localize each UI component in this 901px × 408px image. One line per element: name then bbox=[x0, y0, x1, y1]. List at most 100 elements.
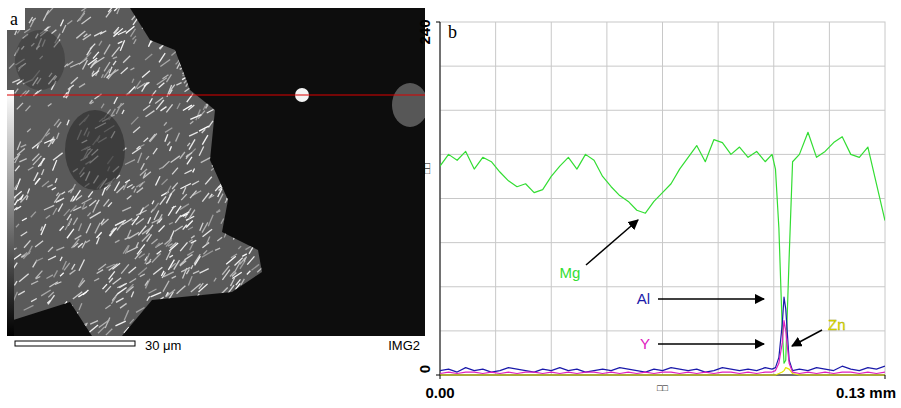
texture-streak bbox=[132, 332, 135, 336]
texture-streak bbox=[259, 111, 264, 117]
texture-streak bbox=[229, 182, 231, 185]
texture-streak bbox=[99, 320, 109, 327]
texture-streak bbox=[12, 79, 19, 82]
texture-streak bbox=[169, 222, 173, 224]
texture-streak bbox=[258, 279, 263, 282]
texture-streak bbox=[125, 160, 135, 165]
texture-streak bbox=[191, 265, 193, 269]
texture-streak bbox=[126, 284, 133, 291]
texture-streak bbox=[56, 193, 58, 196]
texture-streak bbox=[228, 194, 234, 206]
texture-streak bbox=[220, 306, 224, 308]
texture-streak bbox=[246, 226, 255, 231]
texture-streak bbox=[170, 242, 177, 248]
texture-streak bbox=[230, 143, 232, 147]
texture-streak bbox=[79, 327, 82, 330]
texture-streak bbox=[225, 32, 230, 36]
texture-streak bbox=[153, 203, 159, 211]
texture-streak bbox=[180, 63, 191, 69]
texture-streak bbox=[186, 220, 193, 227]
texture-streak bbox=[259, 155, 270, 162]
texture-streak bbox=[253, 320, 262, 324]
texture-streak bbox=[162, 272, 165, 278]
texture-streak bbox=[92, 71, 99, 77]
texture-streak bbox=[189, 321, 195, 331]
bright-region bbox=[7, 8, 262, 336]
texture-streak bbox=[15, 30, 17, 35]
texture-streak bbox=[166, 186, 171, 195]
texture-streak bbox=[119, 283, 127, 287]
texture-streak bbox=[213, 328, 216, 332]
texture-streak bbox=[221, 219, 224, 224]
texture-streak bbox=[216, 210, 219, 213]
texture-streak bbox=[86, 223, 91, 233]
texture-streak bbox=[151, 292, 162, 297]
texture-streak bbox=[14, 292, 18, 301]
texture-streak bbox=[113, 57, 117, 59]
texture-streak bbox=[245, 18, 250, 23]
texture-streak bbox=[105, 286, 111, 292]
texture-streak bbox=[262, 115, 266, 119]
texture-streak bbox=[245, 78, 250, 81]
texture-streak bbox=[152, 218, 163, 223]
texture-streak bbox=[66, 87, 70, 98]
texture-streak bbox=[227, 285, 234, 295]
x-axis-title: □□ bbox=[657, 383, 668, 393]
texture-streak bbox=[257, 238, 265, 243]
texture-streak bbox=[135, 251, 142, 259]
texture-streak bbox=[207, 25, 212, 33]
texture-streak bbox=[187, 300, 190, 305]
texture-streak bbox=[165, 128, 172, 133]
texture-streak bbox=[183, 187, 186, 194]
texture-streak bbox=[230, 62, 235, 71]
texture-streak bbox=[231, 213, 238, 223]
texture-streak bbox=[187, 143, 190, 146]
texture-streak bbox=[46, 275, 52, 279]
texture-streak bbox=[221, 303, 231, 310]
texture-streak bbox=[174, 260, 180, 269]
texture-streak bbox=[191, 284, 201, 292]
texture-streak bbox=[249, 127, 253, 132]
series-line bbox=[440, 321, 885, 374]
texture-streak bbox=[132, 13, 138, 20]
texture-streak bbox=[82, 198, 92, 204]
texture-streak bbox=[165, 22, 172, 32]
texture-streak bbox=[231, 62, 239, 68]
texture-streak bbox=[35, 241, 43, 247]
texture-streak bbox=[181, 194, 187, 200]
texture-streak bbox=[206, 100, 211, 108]
texture-streak bbox=[232, 47, 238, 56]
texture-streak bbox=[121, 264, 129, 273]
texture-streak bbox=[232, 85, 237, 88]
texture-streak bbox=[199, 126, 209, 131]
texture-streak bbox=[171, 156, 180, 163]
texture-streak bbox=[199, 314, 205, 324]
texture-streak bbox=[211, 163, 220, 170]
texture-streak bbox=[194, 58, 197, 63]
texture-streak bbox=[189, 210, 195, 219]
texture-streak bbox=[64, 64, 67, 67]
texture-streak bbox=[223, 131, 226, 136]
texture-streak bbox=[135, 81, 141, 90]
texture-streak bbox=[238, 61, 244, 72]
series-group bbox=[440, 132, 885, 375]
texture-streak bbox=[267, 262, 274, 266]
texture-streak bbox=[199, 147, 204, 156]
texture-streak bbox=[71, 312, 78, 319]
texture-streak bbox=[203, 250, 207, 254]
texture-streak bbox=[140, 274, 145, 277]
texture-streak bbox=[113, 61, 116, 65]
texture-streak bbox=[162, 161, 169, 168]
texture-streak bbox=[16, 206, 21, 209]
texture-streak bbox=[44, 27, 48, 31]
texture-streak bbox=[145, 281, 148, 286]
texture-streak bbox=[81, 8, 89, 11]
texture-streak bbox=[255, 16, 259, 25]
texture-streak bbox=[58, 198, 65, 201]
texture-streak bbox=[21, 145, 27, 147]
texture-streak bbox=[243, 209, 251, 215]
sem-image bbox=[7, 8, 425, 336]
texture-streak bbox=[166, 104, 172, 112]
texture-streak bbox=[267, 174, 277, 183]
texture-streak bbox=[234, 112, 242, 116]
